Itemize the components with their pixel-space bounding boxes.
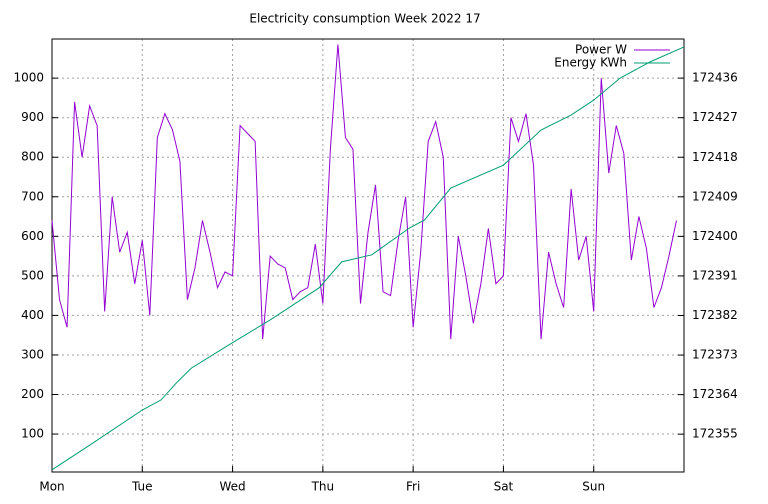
y-tick-label: 800 [21, 150, 44, 164]
y2-tick-label: 172382 [692, 308, 738, 322]
y-tick-label: 900 [21, 110, 44, 124]
y2-tick-label: 172418 [692, 150, 738, 164]
y2-tick-label: 172436 [692, 71, 738, 85]
y2-tick-label: 172355 [692, 427, 738, 441]
x-tick-label: Thu [311, 480, 335, 494]
y-tick-label: 400 [21, 308, 44, 322]
x-tick-label: Sat [494, 480, 514, 494]
series-line [51, 44, 677, 340]
y-tick-label: 600 [21, 229, 44, 243]
y2-tick-label: 172427 [692, 110, 738, 124]
y-tick-label: 200 [21, 387, 44, 401]
series-line [51, 46, 685, 471]
x-tick-label: Sun [582, 480, 605, 494]
legend-label: Energy KWh [554, 56, 627, 70]
y2-tick-label: 172364 [692, 387, 738, 401]
x-tick-label: Tue [131, 480, 153, 494]
y2-tick-label: 172400 [692, 229, 738, 243]
y-tick-label: 700 [21, 189, 44, 203]
x-tick-label: Mon [39, 480, 64, 494]
y2-tick-label: 172409 [692, 189, 738, 203]
x-tick-label: Wed [219, 480, 245, 494]
y-tick-label: 500 [21, 268, 44, 282]
y2-tick-label: 172391 [692, 268, 738, 282]
y2-tick-label: 172373 [692, 348, 738, 362]
plot-frame [51, 38, 685, 473]
y-tick-label: 1000 [13, 71, 44, 85]
y-tick-label: 100 [21, 427, 44, 441]
chart-title: Electricity consumption Week 2022 17 [249, 12, 480, 26]
y-tick-label: 300 [21, 347, 44, 361]
x-tick-label: Fri [406, 480, 420, 494]
legend-label: Power W [575, 43, 627, 57]
